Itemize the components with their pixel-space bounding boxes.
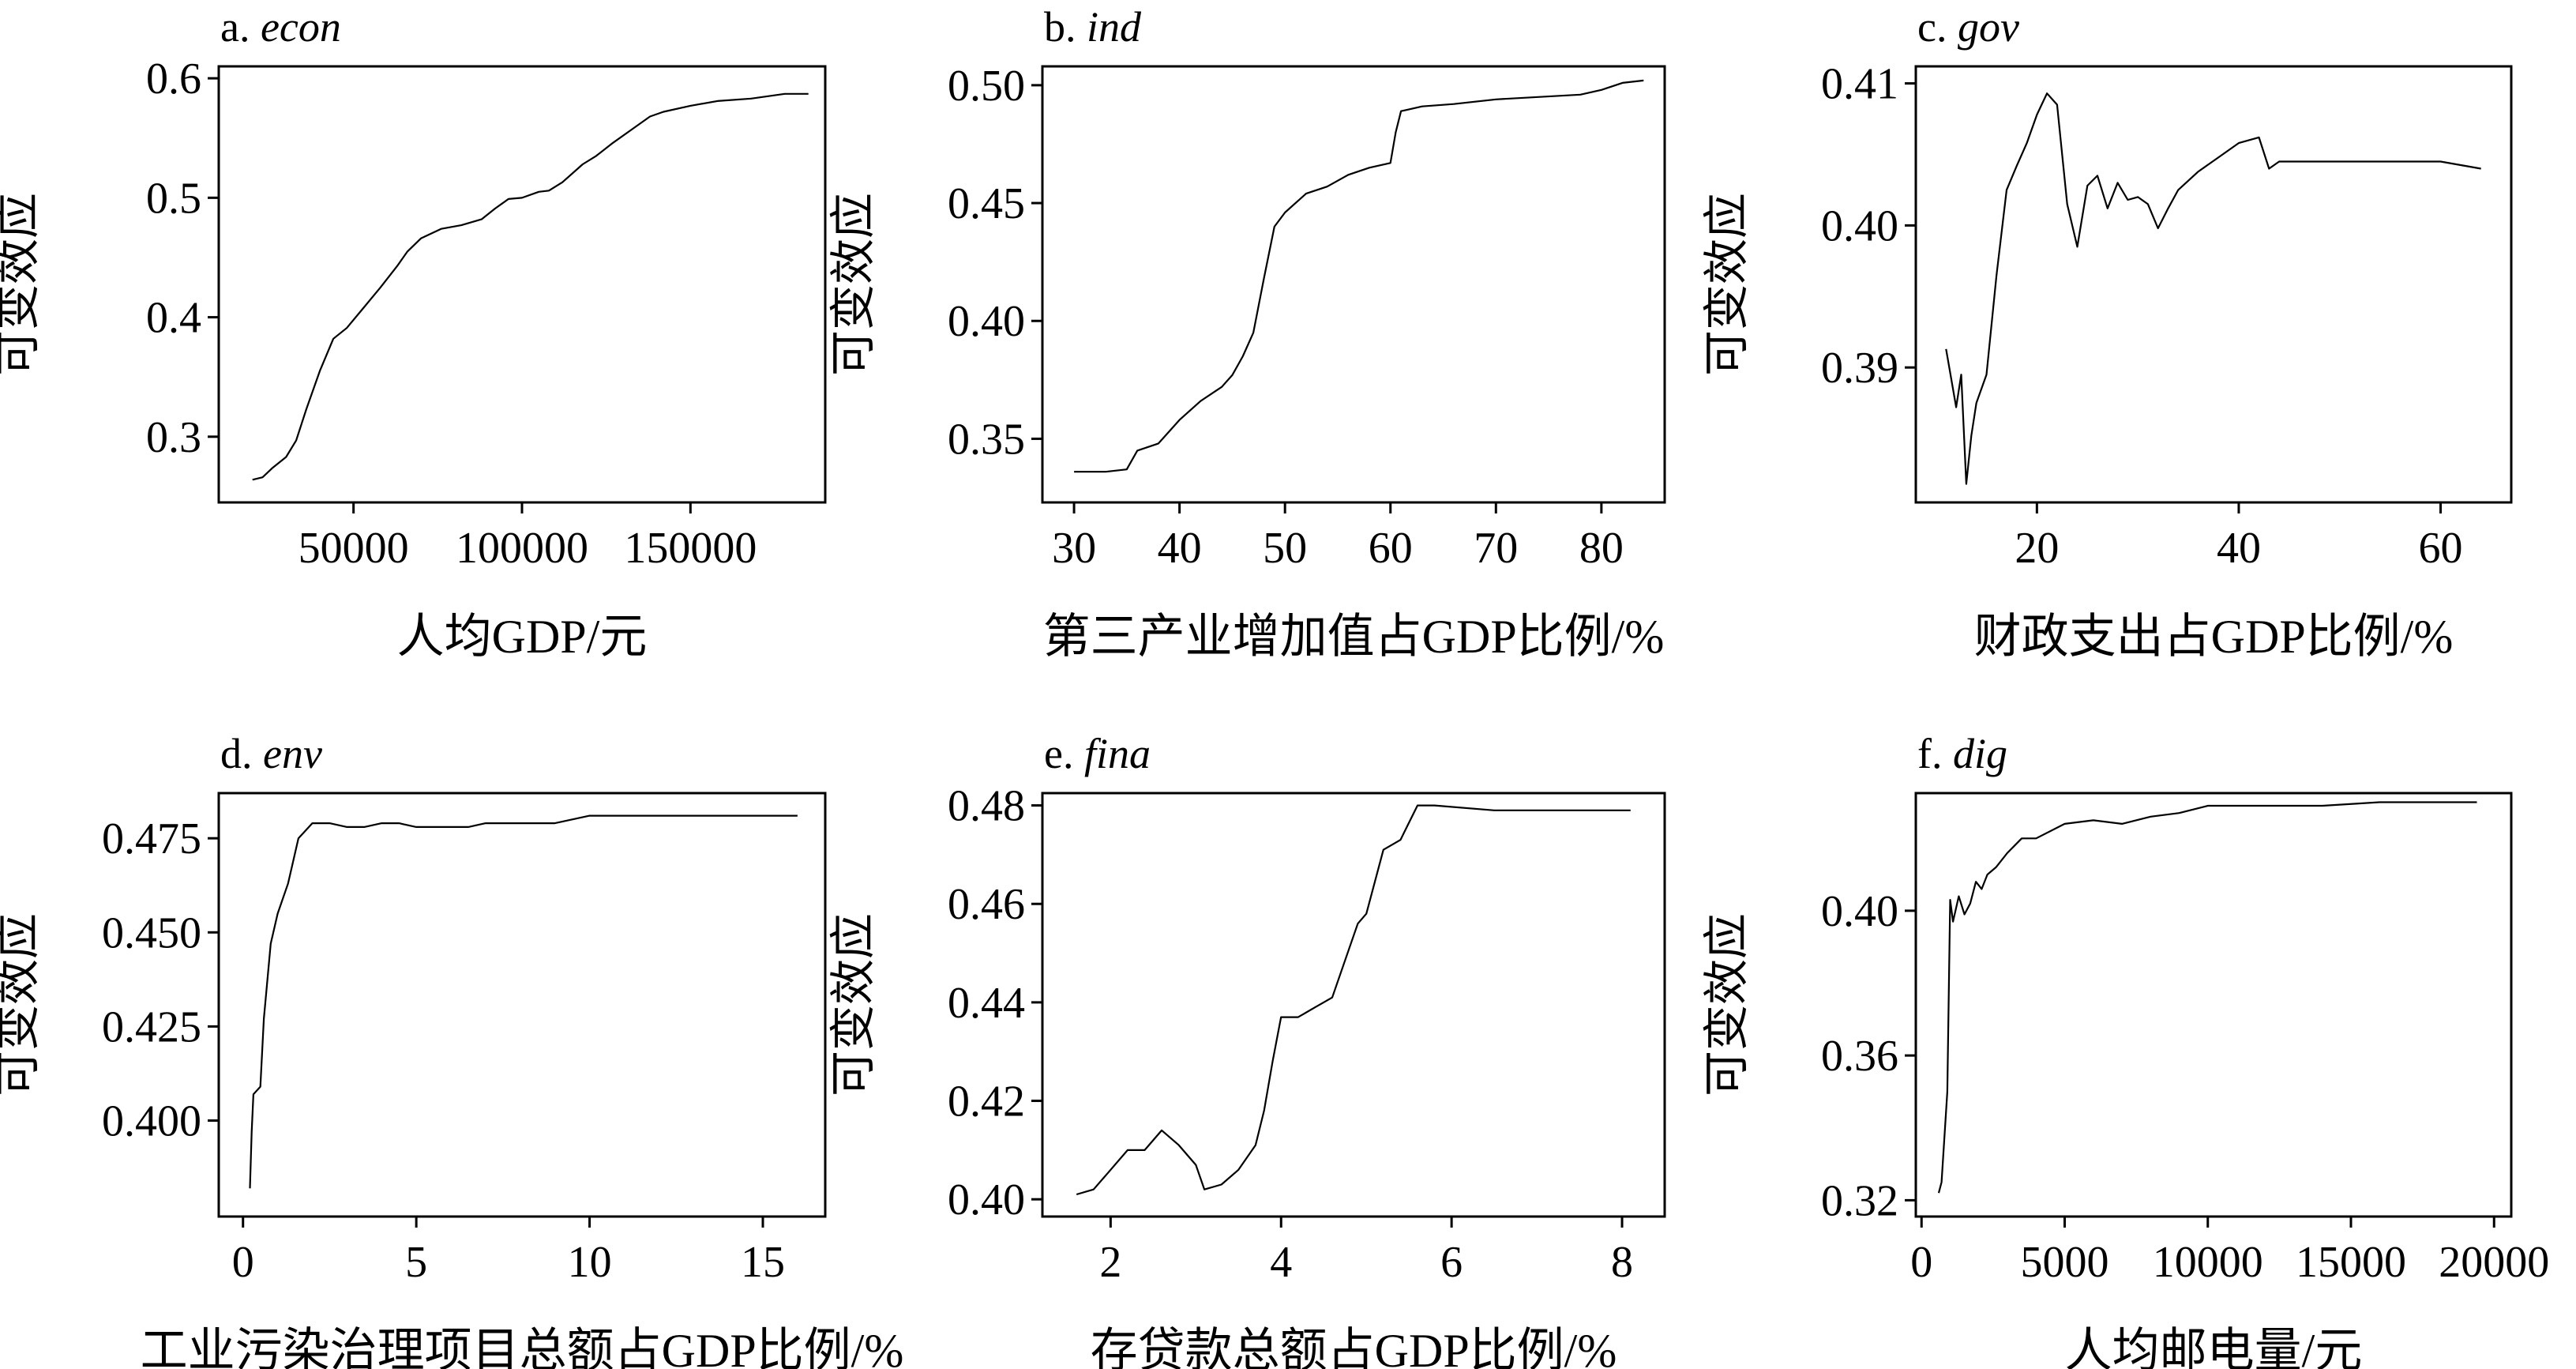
panel-econ-ylabel: 可变效应 xyxy=(0,193,43,376)
panel-ind-ytick-label: 0.45 xyxy=(948,179,1025,228)
panel-dig-xtick-label: 10000 xyxy=(2153,1238,2263,1287)
panel-ind-ylabel: 可变效应 xyxy=(828,193,879,376)
panel-ind-ytick-label: 0.50 xyxy=(948,62,1025,111)
panel-dig-ytick-label: 0.32 xyxy=(1821,1176,1898,1225)
panel-fina-xtick-label: 6 xyxy=(1440,1238,1463,1287)
panel-env-xtick-label: 10 xyxy=(568,1238,612,1287)
panel-gov-xtick-label: 60 xyxy=(2419,524,2463,573)
panel-ind-title-letter: b. xyxy=(1044,3,1087,51)
panel-fina-ylabel: 可变效应 xyxy=(828,913,879,1096)
panel-econ-xtick-label: 150000 xyxy=(624,524,757,573)
panel-gov-title-letter: c. xyxy=(1917,3,1958,51)
panel-fina-ytick-label: 0.48 xyxy=(948,782,1025,831)
panel-gov-frame xyxy=(1914,65,2513,504)
panel-dig-ytick-label: 0.40 xyxy=(1821,887,1898,936)
panel-env-title-variable: env xyxy=(263,730,322,777)
panel-ind-series-line xyxy=(1074,79,1644,473)
panel-env-ytick-label: 0.475 xyxy=(102,814,201,863)
panel-ind-xtick-label: 30 xyxy=(1052,524,1096,573)
panel-fina-title: e. fina xyxy=(1044,730,1151,777)
panel-econ-ytick-label: 0.3 xyxy=(146,413,201,462)
panel-ind-xtick-label: 40 xyxy=(1158,524,1202,573)
panel-fina-xlabel: 存贷款总额占GDP比例/% xyxy=(1091,1325,1617,1369)
panel-ind-xtick-label: 70 xyxy=(1474,524,1518,573)
panel-env-title: d. env xyxy=(220,730,322,777)
panel-fina-xtick-label: 2 xyxy=(1099,1238,1121,1287)
panel-dig-ytick-label: 0.36 xyxy=(1821,1032,1898,1081)
panel-env-xlabel: 工业污染治理项目总额占GDP比例/% xyxy=(141,1325,904,1369)
panel-env-ytick-label: 0.450 xyxy=(102,908,201,957)
panel-env-ylabel: 可变效应 xyxy=(0,913,43,1096)
panel-gov-ylabel: 可变效应 xyxy=(1701,193,1752,376)
panel-dig-xtick-label: 5000 xyxy=(2021,1238,2109,1287)
panel-env-xtick-label: 0 xyxy=(232,1238,254,1287)
panel-dig-title: f. dig xyxy=(1917,730,2007,777)
panel-dig-xlabel: 人均邮电量/元 xyxy=(2065,1325,2363,1369)
panel-dig-ylabel: 可变效应 xyxy=(1701,913,1752,1096)
panel-gov-xtick-label: 40 xyxy=(2217,524,2261,573)
panel-econ-frame xyxy=(217,65,827,504)
panel-dig-xtick-label: 20000 xyxy=(2439,1238,2549,1287)
panel-gov-ytick-label: 0.41 xyxy=(1821,60,1898,109)
panel-ind-xlabel: 第三产业增加值占GDP比例/% xyxy=(1043,611,1665,663)
panel-ind-ytick-label: 0.35 xyxy=(948,415,1025,464)
panel-gov-ytick-label: 0.39 xyxy=(1821,344,1898,393)
panel-ind-title: b. ind xyxy=(1044,3,1142,51)
panel-gov-series-line xyxy=(1945,92,2481,485)
panel-ind-title-variable: ind xyxy=(1087,3,1142,51)
panel-ind-xtick-label: 50 xyxy=(1263,524,1307,573)
panel-ind-xtick-label: 80 xyxy=(1579,524,1624,573)
panel-fina-xtick-label: 8 xyxy=(1611,1238,1633,1287)
panel-econ-title-letter: a. xyxy=(220,3,261,51)
panel-dig-frame xyxy=(1914,792,2513,1218)
panel-gov-title-variable: gov xyxy=(1958,3,2019,51)
panel-ind-frame xyxy=(1041,65,1666,504)
panel-fina-ytick-label: 0.40 xyxy=(948,1175,1025,1224)
panel-gov-title: c. gov xyxy=(1917,3,2019,51)
panel-env-ytick-label: 0.425 xyxy=(102,1002,201,1051)
panel-env-xtick-label: 5 xyxy=(405,1238,427,1287)
panel-fina-title-letter: e. xyxy=(1044,730,1084,777)
panel-env-ytick-label: 0.400 xyxy=(102,1097,201,1146)
panel-dig-title-variable: dig xyxy=(1953,730,2007,777)
panel-fina-series-line xyxy=(1076,804,1631,1196)
panel-fina-ytick-label: 0.42 xyxy=(948,1078,1025,1126)
panel-econ-ytick-label: 0.6 xyxy=(146,55,201,103)
panel-fina-ytick-label: 0.44 xyxy=(948,979,1025,1028)
panel-env-frame xyxy=(217,792,827,1218)
panel-env-xtick-label: 15 xyxy=(741,1238,785,1287)
panel-dig-series-line xyxy=(1937,801,2477,1194)
panel-ind-xtick-label: 60 xyxy=(1369,524,1413,573)
panel-dig-xtick-label: 15000 xyxy=(2296,1238,2406,1287)
panel-dig-xtick-label: 0 xyxy=(1910,1238,1932,1287)
panel-ind-ytick-label: 0.40 xyxy=(948,297,1025,346)
panel-econ-xtick-label: 50000 xyxy=(299,524,409,573)
panel-dig-title-letter: f. xyxy=(1917,730,1953,777)
panel-fina-ytick-label: 0.46 xyxy=(948,880,1025,929)
panel-gov-xlabel: 财政支出占GDP比例/% xyxy=(1974,611,2454,663)
panel-econ-ytick-label: 0.5 xyxy=(146,174,201,223)
panel-env-title-letter: d. xyxy=(220,730,263,777)
panel-env-series-line xyxy=(249,814,798,1189)
panel-econ-series-line xyxy=(252,92,809,481)
panel-gov-ytick-label: 0.40 xyxy=(1821,201,1898,250)
panel-gov-xtick-label: 20 xyxy=(2015,524,2059,573)
panel-fina-xtick-label: 4 xyxy=(1270,1238,1292,1287)
panel-econ-ytick-label: 0.4 xyxy=(146,294,201,343)
panel-econ-title-variable: econ xyxy=(261,3,341,51)
panel-econ-xlabel: 人均GDP/元 xyxy=(397,611,648,663)
panel-fina-title-variable: fina xyxy=(1084,730,1151,777)
panel-econ-title: a. econ xyxy=(220,3,341,51)
panel-fina-frame xyxy=(1041,792,1666,1218)
panel-econ-xtick-label: 100000 xyxy=(456,524,588,573)
